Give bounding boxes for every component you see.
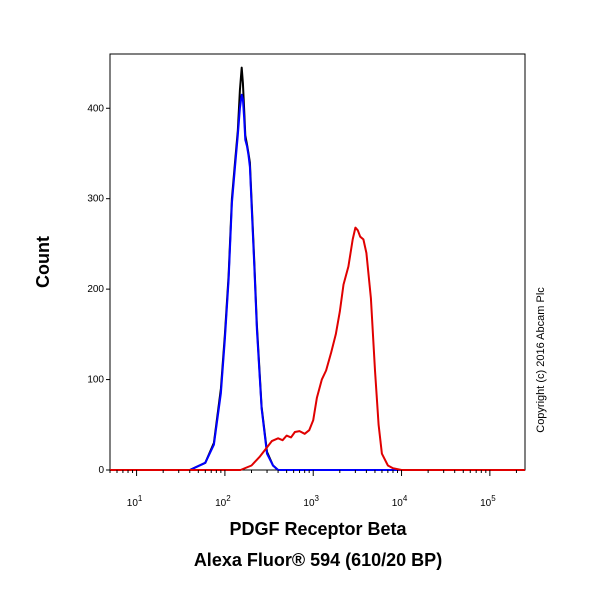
x-axis-label-line1: PDGF Receptor Beta	[229, 519, 407, 539]
x-tick-label-3: 104	[392, 494, 408, 509]
x-tick-label-4: 105	[480, 494, 496, 509]
x-tick-label-0: 101	[127, 494, 143, 509]
plot-area	[109, 53, 526, 471]
y-tick-label-3: 300	[87, 194, 104, 205]
y-axis-label: Count	[33, 236, 53, 288]
series-line-2	[110, 226, 525, 471]
copyright-text: Copyright (c) 2016 Abcam Plc	[535, 287, 547, 433]
x-axis-label-line2: Alexa Fluor® 594 (610/20 BP)	[194, 550, 442, 570]
y-tick-label-1: 100	[87, 375, 104, 386]
x-tick-label-1: 102	[215, 494, 231, 509]
y-tick-label-4: 400	[87, 103, 104, 114]
x-axis-ticks: 101 102 103 104 105	[109, 470, 517, 509]
y-tick-label-2: 200	[87, 284, 104, 295]
x-tick-label-2: 103	[303, 494, 319, 509]
series-line-1	[110, 93, 525, 471]
y-axis-ticks: 0 100 200 300 400	[87, 103, 110, 476]
y-tick-label-0: 0	[98, 465, 104, 476]
series-layer	[110, 66, 525, 471]
